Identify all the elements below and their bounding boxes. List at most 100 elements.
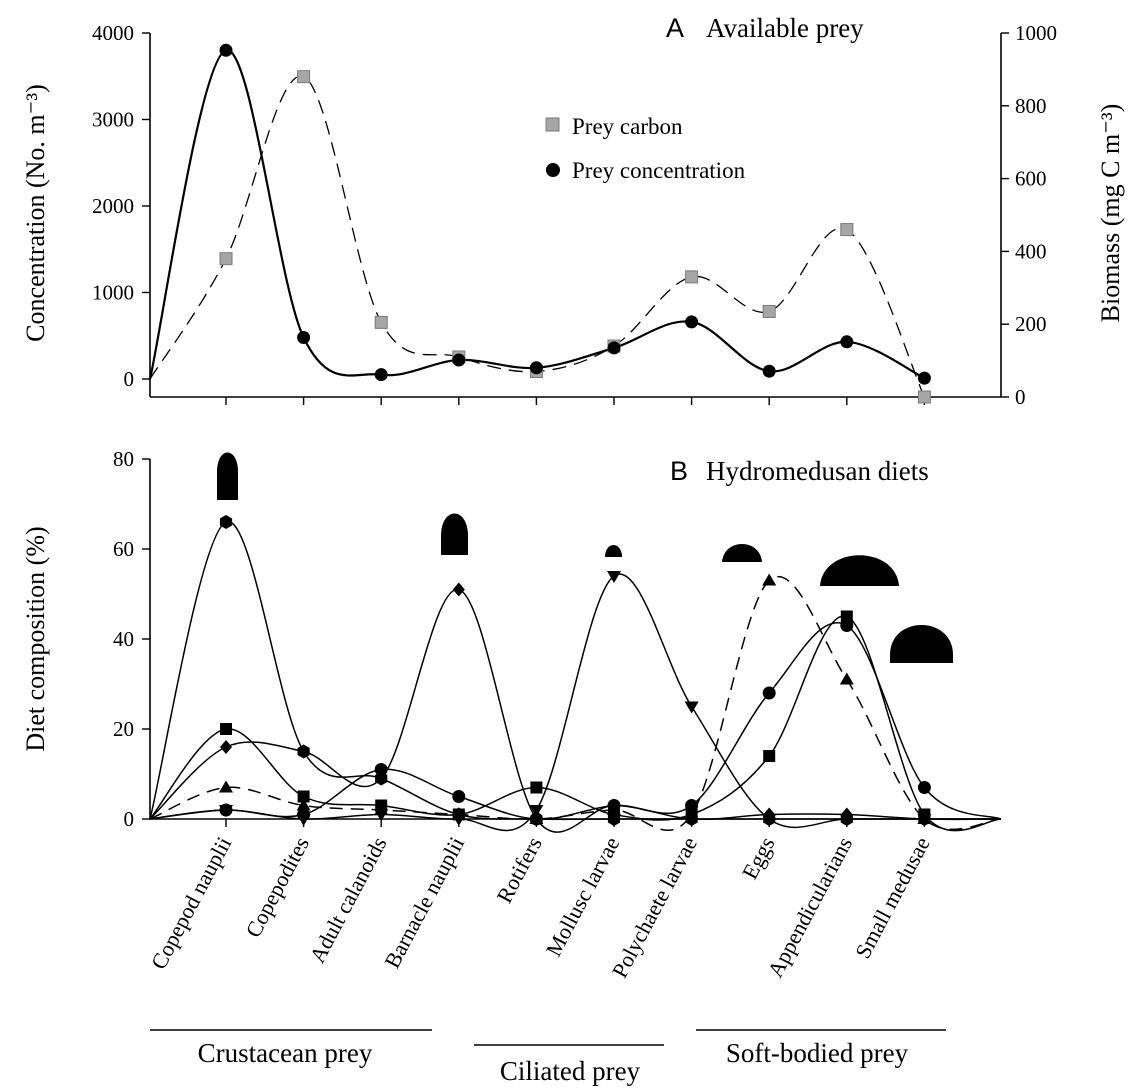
panel-a-left-tick-label: 2000 (92, 194, 134, 218)
panel-b-point-square (375, 799, 388, 812)
panel-b-point-triangle-up (296, 798, 311, 811)
panel-a-point-prey-carbon (917, 390, 931, 404)
category-label: Polychaete larvae (607, 833, 702, 982)
panel-b-point-circle (917, 781, 931, 794)
panel-b-point-circle (685, 799, 699, 812)
panel-b-point-diamond (297, 744, 310, 759)
group-label-soft-bodied: Soft-bodied prey (726, 1038, 909, 1068)
panel-a-point-prey-concentration (607, 341, 621, 355)
panel-a-series-lines (148, 49, 925, 398)
panel-b-point-diamond (220, 740, 232, 754)
panel-a-right-ticks: 0 200 400 600 800 1000 (1001, 21, 1057, 409)
panel-a-left-axis-label: Concentration (No. m⁻³) (21, 84, 50, 342)
group-label-ciliated: Ciliated prey (500, 1056, 641, 1086)
category-label: Small medusae (850, 833, 935, 963)
panel-a-series-markers (219, 43, 931, 404)
panel-b-point-circle (219, 803, 233, 817)
medusa-silhouette-2 (441, 513, 468, 555)
panel-b-chart: 0 20 40 60 80 B Hydromedusan diets Diet comp… (21, 447, 1002, 833)
panel-b-point-triangle-up (839, 672, 854, 685)
panel-a-line-prey-concentration (148, 49, 925, 380)
panel-a-point-prey-carbon (297, 70, 311, 84)
panel-a-chart: 0 1000 2000 3000 4000 0 200 400 600 800 1000 A Av… (21, 13, 1125, 409)
panel-a-right-tick-label: 800 (1015, 94, 1047, 118)
panel-a-right-axis-label: Biomass (mg C m⁻³) (1096, 104, 1125, 323)
medusa-silhouette-1 (217, 452, 238, 500)
medusa-silhouette-3 (605, 545, 622, 557)
panel-b-point-circle (762, 686, 776, 700)
panel-b-series-markers (219, 515, 932, 826)
panel-b-point-triangle-down (762, 814, 777, 826)
panel-b-point-triangle-down (529, 805, 544, 817)
panel-a-right-tick-label: 400 (1015, 239, 1047, 263)
medusa-silhouette-5 (820, 555, 899, 586)
panel-b-point-triangle-down (684, 701, 699, 714)
panel-b-letter: B (670, 456, 688, 486)
panel-b-line-triangle-up (149, 576, 1002, 831)
panel-b-point-square (297, 790, 310, 803)
panel-a-x-ticks (225, 397, 926, 405)
panel-b-point-square (763, 750, 776, 762)
panel-a-point-prey-concentration (219, 43, 233, 57)
panel-b-point-square (608, 808, 620, 821)
category-label: Appendicularians (762, 833, 857, 982)
panel-a-right-tick-label: 1000 (1015, 21, 1057, 45)
category-label: Rotifers (491, 833, 546, 907)
legend-prey-concentration: Prey concentration (572, 158, 746, 183)
category-label: Barnacle nauplii (379, 833, 469, 973)
panel-b-point-triangle-down (839, 814, 854, 826)
panel-a-point-prey-carbon (762, 304, 776, 318)
legend-prey-carbon: Prey carbon (572, 114, 683, 139)
group-label-crustacean: Crustacean prey (198, 1038, 373, 1068)
medusa-silhouette-4 (722, 544, 762, 562)
panel-a-point-prey-concentration (917, 371, 931, 385)
panel-b-point-square (840, 610, 853, 623)
panel-b-y-tick-label: 0 (124, 807, 135, 831)
panel-b-y-axis-label: Diet composition (%) (21, 526, 50, 751)
panel-b-line-diamond (149, 588, 1002, 833)
panel-a-point-prey-concentration (529, 361, 543, 375)
panel-b-point-triangle-down (607, 571, 621, 583)
panel-a-line-prey-carbon (149, 75, 925, 398)
panel-a-legend: Prey carbon Prey concentration (545, 114, 746, 183)
panel-a-point-prey-concentration (685, 315, 699, 329)
panel-b-point-square (685, 808, 698, 821)
panel-a-point-prey-concentration (297, 330, 311, 344)
category-label: Eggs (737, 833, 780, 884)
panel-a-point-prey-carbon (219, 252, 233, 266)
panel-b-point-triangle-up (219, 780, 233, 793)
panel-a-title: Available prey (706, 13, 864, 43)
panel-a-right-tick-label: 0 (1015, 385, 1026, 409)
panel-b-point-square (530, 781, 543, 794)
panel-b-point-diamond (452, 582, 465, 597)
panel-a-left-tick-label: 3000 (92, 108, 134, 132)
panel-a-point-prey-concentration (374, 368, 388, 382)
panel-b-y-tick-label: 40 (113, 627, 134, 651)
category-label: Copepodites (240, 833, 314, 942)
panel-a-left-ticks: 0 1000 2000 3000 4000 (92, 21, 150, 391)
panel-a-right-tick-label: 200 (1015, 312, 1047, 336)
panel-a-left-tick-label: 0 (124, 367, 135, 391)
group-brackets: Crustacean prey Ciliated prey Soft-bodie… (150, 1029, 946, 1086)
panel-b-point-circle (297, 808, 311, 821)
panel-b-point-circle (374, 763, 388, 776)
legend-square-marker (545, 117, 560, 132)
panel-a-point-prey-carbon (685, 270, 699, 284)
panel-b-point-square (220, 723, 232, 735)
panel-b-point-circle (452, 790, 466, 803)
medusa-silhouette-6 (890, 625, 953, 663)
panel-a-left-tick-label: 4000 (92, 21, 134, 45)
panel-b-point-circle (529, 812, 543, 826)
category-label: Mollusc larvae (541, 833, 625, 961)
panel-b-y-tick-label: 20 (113, 717, 134, 741)
panel-b-line-circle (149, 622, 1002, 820)
panel-a-right-tick-label: 600 (1015, 167, 1047, 191)
panel-b-point-triangle-up (762, 573, 777, 586)
panel-a-point-prey-carbon (840, 223, 854, 237)
legend-circle-marker (546, 163, 560, 177)
category-label: Adult calanoids (304, 833, 391, 967)
panel-b-y-tick-label: 80 (113, 447, 134, 471)
panel-b-point-circle (840, 619, 854, 632)
panel-b-point-circle (607, 799, 621, 812)
